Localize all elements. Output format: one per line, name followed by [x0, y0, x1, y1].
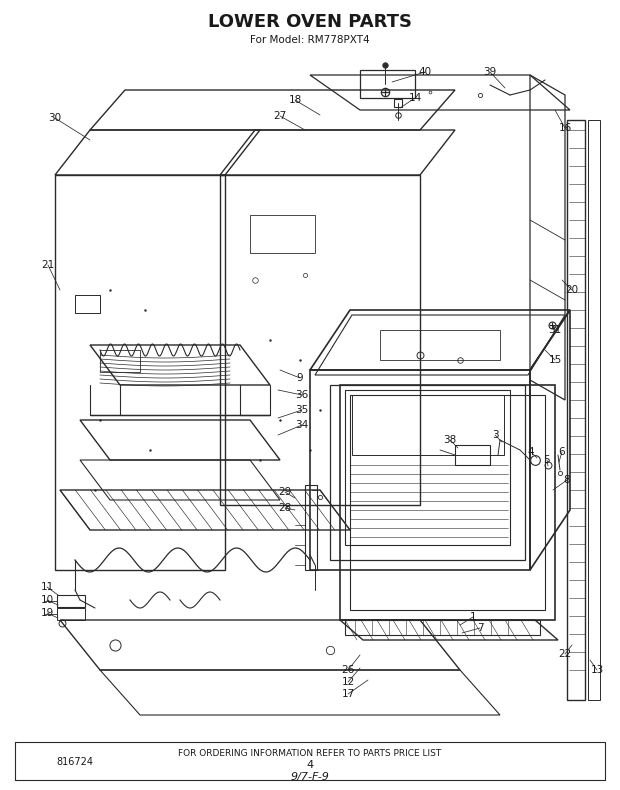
Bar	[75, 295, 100, 313]
Bar	[57, 595, 85, 607]
Text: 36: 36	[295, 390, 309, 400]
Text: 816724: 816724	[56, 757, 94, 767]
Bar	[455, 445, 490, 465]
Text: 4: 4	[528, 447, 534, 457]
Bar	[345, 390, 510, 545]
Text: 17: 17	[342, 689, 355, 699]
Text: 16: 16	[559, 123, 572, 133]
Text: 27: 27	[273, 111, 286, 121]
Text: 26: 26	[342, 665, 355, 675]
Bar	[588, 120, 600, 700]
Bar	[567, 120, 585, 700]
Text: 39: 39	[484, 67, 497, 77]
Text: 4: 4	[306, 760, 314, 770]
Bar	[380, 330, 500, 360]
Text: 34: 34	[295, 420, 309, 430]
Text: 1: 1	[470, 612, 476, 622]
Bar	[305, 485, 317, 570]
Text: 38: 38	[443, 435, 456, 445]
Bar	[352, 395, 504, 455]
Bar	[100, 350, 140, 372]
Text: 5: 5	[544, 455, 551, 465]
Text: 9/7-F-9: 9/7-F-9	[291, 772, 329, 782]
Text: 22: 22	[559, 649, 572, 659]
Text: 21: 21	[42, 260, 55, 270]
Text: 9: 9	[297, 373, 303, 383]
Text: 10: 10	[40, 595, 53, 605]
Text: LOWER OVEN PARTS: LOWER OVEN PARTS	[208, 13, 412, 31]
Bar	[250, 215, 315, 253]
Text: 15: 15	[548, 355, 562, 365]
Text: 6: 6	[559, 447, 565, 457]
Bar	[345, 620, 540, 635]
Text: 40: 40	[418, 67, 432, 77]
Text: 29: 29	[278, 487, 291, 497]
Text: FOR ORDERING INFORMATION REFER TO PARTS PRICE LIST: FOR ORDERING INFORMATION REFER TO PARTS …	[179, 748, 441, 758]
Text: 20: 20	[565, 285, 578, 295]
Text: 30: 30	[48, 113, 61, 123]
Bar	[57, 608, 85, 620]
Text: 3: 3	[492, 430, 498, 440]
Bar	[360, 70, 415, 98]
Text: 14: 14	[409, 93, 422, 103]
Text: 7: 7	[477, 623, 484, 633]
Text: 12: 12	[342, 677, 355, 687]
Text: 19: 19	[40, 608, 53, 618]
Text: For Model: RM778PXT4: For Model: RM778PXT4	[250, 35, 370, 45]
Text: 18: 18	[288, 95, 301, 105]
Text: 13: 13	[590, 665, 604, 675]
Text: 11: 11	[40, 582, 53, 592]
Text: 31: 31	[548, 325, 562, 335]
Text: 28: 28	[278, 503, 291, 513]
Text: 8: 8	[564, 475, 570, 485]
Text: 35: 35	[295, 405, 309, 415]
